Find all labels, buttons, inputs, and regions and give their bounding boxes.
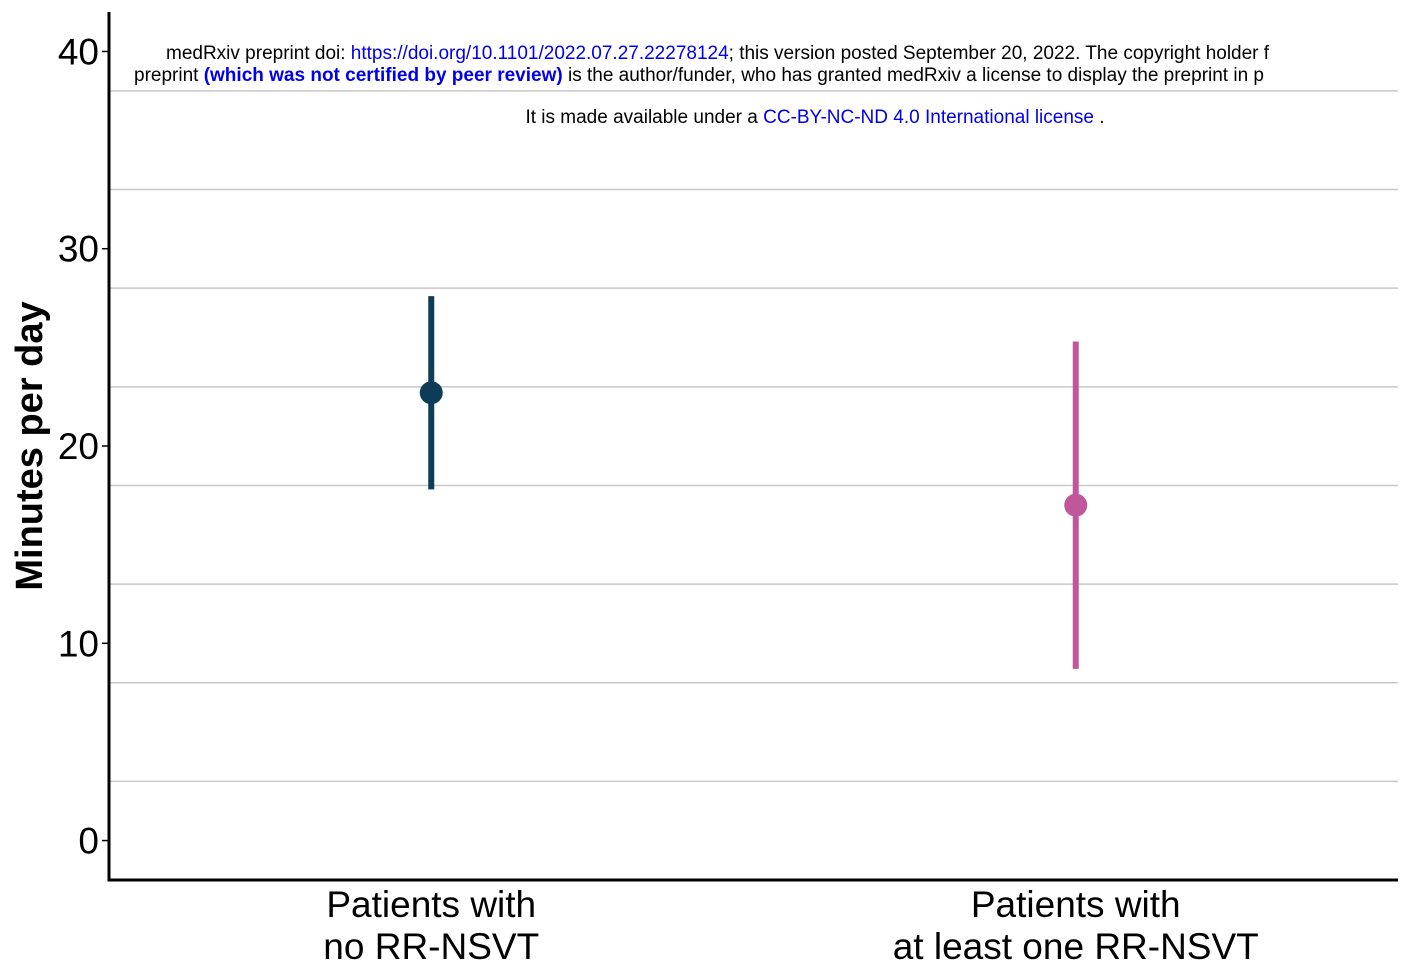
y-tick-label: 40 (58, 31, 99, 72)
license-suffix: . (1093, 107, 1105, 128)
y-tick-label: 10 (58, 623, 99, 664)
preprint-banner-line-1: medRxiv preprint doi: https://doi.org/10… (0, 43, 1403, 65)
y-tick-label: 0 (78, 821, 99, 862)
banner-line2-suffix: is the author/funder, who has granted me… (562, 65, 1264, 86)
point-estimate (1064, 493, 1088, 517)
license-link[interactable]: CC-BY-NC-ND 4.0 International license (763, 107, 1094, 128)
preprint-banner-line-2: preprint (which was not certified by pee… (0, 65, 1403, 87)
banner-doi-prefix: medRxiv preprint doi: (166, 43, 351, 64)
x-category-label: no RR-NSVT (323, 926, 539, 967)
doi-link[interactable]: https://doi.org/10.1101/2022.07.27.22278… (350, 43, 729, 64)
y-tick-label: 30 (58, 229, 99, 270)
gridlines (109, 90, 1398, 783)
peer-review-notice: (which was not certified by peer review) (203, 65, 563, 86)
banner-doi-suffix: ; this version posted September 20, 2022… (728, 43, 1270, 64)
y-tick-label: 20 (58, 426, 99, 467)
x-category-label: Patients with (971, 884, 1181, 925)
y-ticks: 0 10 20 30 40 (58, 31, 109, 862)
x-category-label: Patients with (326, 884, 536, 925)
x-category-label: at least one RR-NSVT (893, 926, 1259, 967)
point-estimate (419, 381, 443, 405)
axes (107, 12, 1398, 882)
y-axis-title: Minutes per day (9, 301, 51, 590)
license-banner: It is made available under a CC-BY-NC-ND… (0, 107, 1403, 129)
license-prefix: It is made available under a (525, 107, 764, 128)
estimates (419, 296, 1088, 669)
banner-line2-prefix: preprint (134, 65, 204, 86)
